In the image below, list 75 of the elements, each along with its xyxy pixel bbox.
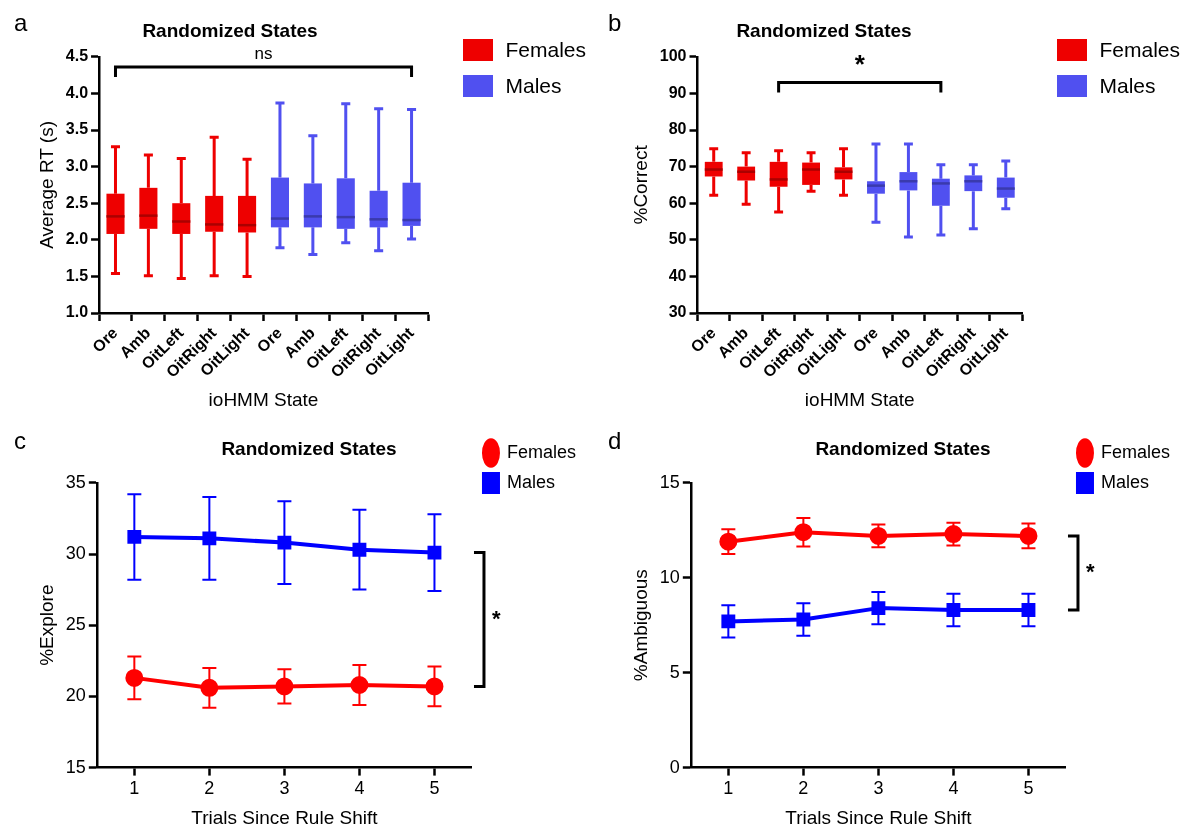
y-tick-label: 5 xyxy=(669,661,680,682)
y-tick-label: 80 xyxy=(668,120,687,138)
legend-label: Females xyxy=(506,441,577,462)
chart-title: Randomized States xyxy=(221,437,397,459)
y-axis-title: %Explore xyxy=(35,584,57,666)
text: c xyxy=(14,426,26,454)
y-tick-label: 4.5 xyxy=(65,47,89,65)
y-tick-label: 30 xyxy=(65,542,86,563)
legend-label: Males xyxy=(505,74,562,98)
y-tick-label: 0 xyxy=(669,756,680,777)
legend-label: Males xyxy=(506,471,555,492)
y-tick-label: 100 xyxy=(659,47,687,65)
x-tick-label: 2 xyxy=(798,778,809,799)
chart-title: Randomized States xyxy=(815,437,991,459)
y-tick-label: 25 xyxy=(65,614,86,635)
point xyxy=(277,535,292,550)
text: b xyxy=(608,8,622,36)
y-tick-label: 3.5 xyxy=(65,120,89,138)
point xyxy=(202,531,217,546)
x-tick-label: 5 xyxy=(429,778,440,799)
y-tick-label: 20 xyxy=(65,685,86,706)
x-tick-label: 1 xyxy=(129,778,140,799)
y-tick-label: 90 xyxy=(668,83,687,101)
x-tick-label: Ore xyxy=(687,323,720,356)
y-tick-label: 50 xyxy=(668,230,687,248)
y-tick-label: 15 xyxy=(65,756,86,777)
point xyxy=(871,601,886,616)
chart-title: Randomized States xyxy=(142,19,318,41)
point xyxy=(946,603,961,617)
x-tick-label: 5 xyxy=(1023,778,1034,799)
legend-label: Females xyxy=(1100,441,1171,462)
x-axis-title: Trials Since Rule Shift xyxy=(785,806,973,828)
y-axis-title: Average RT (s) xyxy=(35,121,57,249)
point xyxy=(125,668,144,687)
y-tick-label: 1.0 xyxy=(65,303,89,321)
annotation: * xyxy=(854,48,866,79)
y-tick-label: 1.5 xyxy=(65,266,89,284)
y-tick-label: 2.5 xyxy=(65,193,89,211)
y-tick-label: 10 xyxy=(659,566,680,587)
y-tick-label: 15 xyxy=(659,471,680,492)
x-axis-title: ioHMM State xyxy=(804,388,915,410)
x-tick-label: Ore xyxy=(89,323,121,356)
y-tick-label: 4.0 xyxy=(65,83,89,101)
y-tick-label: 3.0 xyxy=(65,157,89,175)
x-tick-label: 3 xyxy=(873,778,884,799)
text: d xyxy=(608,426,622,454)
point xyxy=(127,529,142,544)
legend-label: Females xyxy=(505,38,586,62)
x-tick-label: 4 xyxy=(948,778,959,799)
point xyxy=(352,542,367,557)
x-tick-label: 3 xyxy=(279,778,290,799)
y-tick-label: 30 xyxy=(668,303,687,321)
y-tick-label: 60 xyxy=(668,193,687,211)
y-axis-title: %Correct xyxy=(629,144,651,225)
text: a xyxy=(14,8,28,36)
chart-title: Randomized States xyxy=(736,19,912,41)
legend-label: Males xyxy=(1099,74,1156,98)
text: * xyxy=(1085,559,1095,585)
y-tick-label: 35 xyxy=(65,471,86,492)
legend-label: Females xyxy=(1099,38,1180,62)
legend-label: Males xyxy=(1100,471,1149,492)
x-tick-label: 2 xyxy=(204,778,215,799)
x-tick-label: Ore xyxy=(253,323,286,356)
x-tick-label: 1 xyxy=(723,778,734,799)
point xyxy=(721,614,736,629)
x-tick-label: Ore xyxy=(849,323,882,356)
y-tick-label: 70 xyxy=(668,157,687,175)
x-axis-title: Trials Since Rule Shift xyxy=(191,806,379,828)
y-axis-title: %Ambiguous xyxy=(629,569,651,682)
text: * xyxy=(491,605,501,631)
x-axis-title: ioHMM State xyxy=(208,388,319,410)
y-tick-label: 40 xyxy=(668,266,687,284)
y-tick-label: 2.0 xyxy=(65,230,89,248)
annotation: ns xyxy=(254,44,273,64)
x-tick-label: 4 xyxy=(354,778,365,799)
